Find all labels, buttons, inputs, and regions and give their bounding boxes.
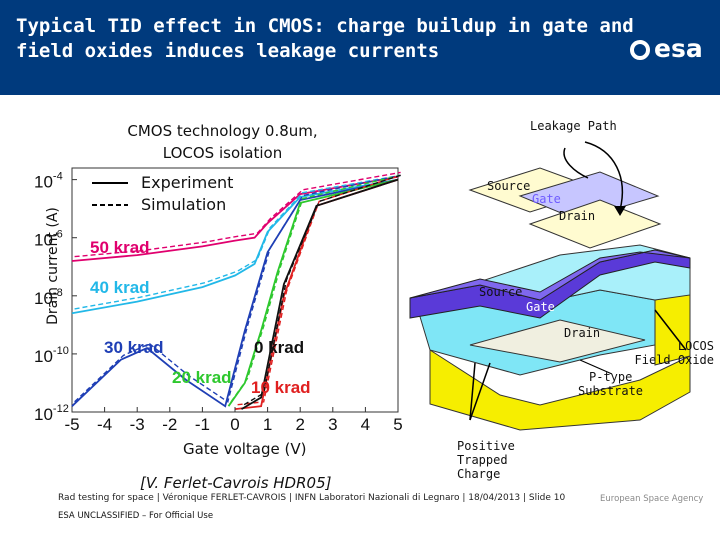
top-drain-layer: [528, 199, 662, 249]
x-tick-label: -1: [195, 415, 210, 434]
esa-logo: esa: [630, 34, 703, 63]
series-label-20krad: 20 krad: [172, 368, 232, 387]
leakage-path-label: Leakage Path: [530, 119, 617, 133]
chart-caption: CMOS technology 0.8um, LOCOS isolation: [127, 122, 318, 162]
x-tick-label: 2: [295, 415, 304, 434]
series-label-30krad: 30 krad: [104, 338, 164, 357]
series-sim-line-30-krad: [74, 174, 401, 403]
series-sim-line-20-krad: [230, 174, 401, 403]
substrate-front: [429, 349, 691, 431]
series-line-0-krad: [241, 178, 399, 410]
footer-classification: ESA UNCLASSIFIED – For Official Use: [58, 511, 214, 521]
esa-logo-text: esa: [654, 34, 703, 63]
leakage-arrow-head: [614, 206, 626, 216]
x-axis-label: Gate voltage (V): [183, 440, 307, 458]
series-label-40krad: 40 krad: [90, 278, 150, 297]
series-sim-line-40-krad: [74, 174, 401, 310]
series-sim-line-50-krad: [74, 171, 401, 258]
ptype-label-2: Substrate: [578, 384, 643, 398]
footer-line: Rad testing for space | Véronique FERLET…: [58, 493, 566, 503]
leakage-path-arrow: [584, 141, 624, 211]
series-line-40-krad: [71, 178, 399, 315]
locos-label-2: Field Oxide: [635, 353, 714, 367]
legend-simulation: Simulation: [141, 195, 226, 214]
reference-citation: [V. Ferlet-Cavrois HDR05]: [140, 474, 332, 492]
mid-source-label: Source: [479, 285, 522, 299]
x-tick-label: 0: [230, 415, 239, 434]
x-tick-label: -3: [130, 415, 145, 434]
y-tick-exponent: -4: [53, 171, 63, 183]
slide-title: Typical TID effect in CMOS: charge build…: [16, 15, 634, 62]
ptype-pointer: [579, 359, 613, 375]
series-label-0krad: 0 krad: [254, 338, 304, 357]
series-line-30-krad: [71, 178, 399, 408]
ptype-label-1: P-type: [589, 370, 632, 384]
y-tick-label: 10-10: [34, 345, 69, 366]
y-tick-label: 10-8: [34, 287, 63, 308]
top-gate-layer: [518, 171, 660, 221]
series-line-50-krad: [71, 175, 399, 262]
legend: Experiment Simulation: [92, 173, 233, 214]
gate-top-face: [409, 249, 691, 301]
top-source-label: Source: [487, 179, 530, 193]
series-sim-line-0-krad: [243, 174, 401, 406]
footer-esa-name: European Space Agency: [600, 494, 704, 504]
y-tick-label: 10-6: [34, 229, 63, 250]
positive-label-3: Charge: [457, 467, 500, 481]
legend-experiment: Experiment: [141, 173, 233, 192]
series-sim-line-10-krad: [237, 174, 401, 406]
drain-region: [469, 319, 646, 363]
trapped-charge-arrow-2: [469, 362, 491, 421]
y-tick-exponent: -12: [53, 403, 69, 415]
locos-label-1: LOCOS: [678, 339, 714, 353]
series-label-10krad: 10 krad: [251, 378, 311, 397]
leakage-path-arrow-2: [563, 147, 589, 179]
x-tick-label: 3: [328, 415, 337, 434]
x-tick-label: 4: [361, 415, 370, 434]
x-tick-label: 1: [263, 415, 272, 434]
locos-pointer: [654, 309, 687, 351]
mid-gate-label: Gate: [526, 300, 555, 314]
x-tick-label: -2: [162, 415, 177, 434]
y-tick-exponent: -10: [53, 345, 69, 357]
mid-drain-label: Drain: [564, 326, 600, 340]
transistor-diagram: [409, 141, 691, 431]
positive-label-1: Positive: [457, 439, 515, 453]
top-gate-label: Gate: [532, 192, 561, 206]
x-tick-label: -5: [64, 415, 79, 434]
trapped-charge-arrow-1: [469, 362, 476, 421]
y-tick-exponent: -8: [53, 287, 63, 299]
header-bar: Typical TID effect in CMOS: charge build…: [0, 0, 720, 95]
y-tick-exponent: -6: [53, 229, 63, 241]
x-tick-label: -4: [97, 415, 112, 434]
positive-label-2: Trapped: [457, 453, 508, 467]
x-tick-label: 5: [393, 415, 402, 434]
y-tick-label: 10-4: [34, 171, 63, 192]
esa-logo-icon: [630, 40, 650, 60]
series-label-50krad: 50 krad: [90, 238, 150, 257]
top-drain-label: Drain: [559, 209, 595, 223]
